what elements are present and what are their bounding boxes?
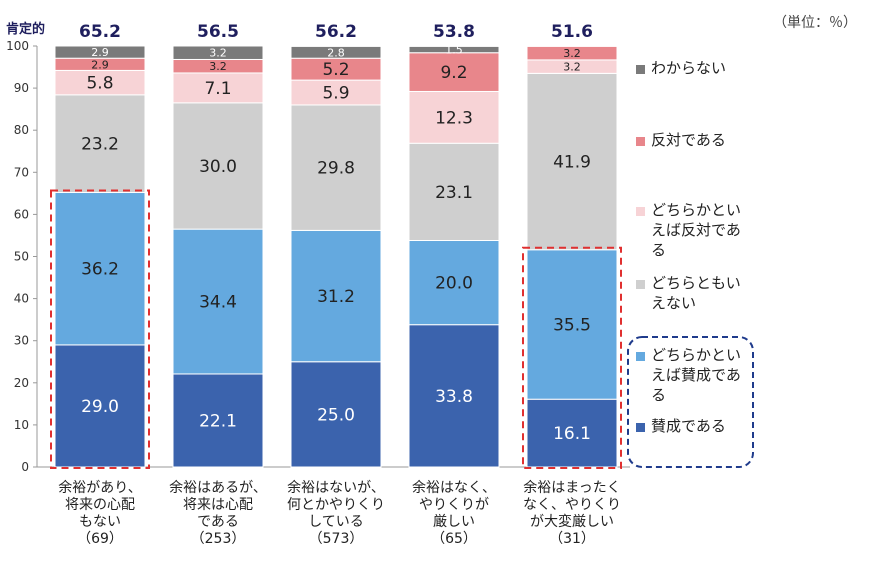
bar-segment: [290, 229, 382, 363]
legend-swatch: [636, 352, 645, 361]
bar-segment: [290, 79, 382, 106]
data-label: 5.9: [322, 84, 349, 104]
y-tick-label: 90: [14, 81, 29, 95]
data-label: 29.8: [317, 159, 355, 179]
data-label: 35.5: [553, 315, 591, 335]
y-tick-label: 80: [14, 123, 29, 137]
data-label: 3.2: [209, 47, 227, 60]
bar-segment: [172, 45, 264, 60]
bar-segment: [408, 45, 500, 54]
legend-label: どちらかとい えば反対である: [651, 201, 742, 259]
bar-segment: [172, 373, 264, 468]
highlight-box: [522, 246, 622, 469]
data-label: 2.9: [91, 46, 109, 59]
legend-item: どちらかとい えば賛成である: [636, 345, 761, 405]
bar-segment: [526, 45, 618, 61]
legend-item: どちらともい えない: [636, 273, 761, 313]
data-label: 33.8: [435, 387, 473, 407]
positive-total: 56.5: [197, 22, 239, 42]
bar-segment: [172, 228, 264, 375]
positive-total: 51.6: [551, 22, 593, 42]
positive-total: 65.2: [79, 22, 121, 42]
category-label: 余裕はないが、 何とかやりくり している （573）: [287, 480, 385, 547]
y-tick-label: 70: [14, 165, 29, 179]
data-label: 25.0: [317, 405, 355, 425]
bar-segment: [54, 344, 146, 468]
y-tick-label: 10: [14, 418, 29, 432]
bar-segment: [526, 249, 618, 400]
legend-swatch: [636, 207, 645, 216]
positive-label: 肯定的: [6, 22, 46, 37]
legend-label: どちらともい えない: [651, 274, 741, 312]
data-label: 41.9: [553, 153, 591, 173]
bar-segment: [408, 52, 500, 92]
data-label: 3.2: [563, 47, 581, 60]
y-tick-label: 100: [6, 39, 29, 53]
bar-segment: [408, 142, 500, 242]
y-tick-label: 30: [14, 334, 29, 348]
legend-highlight-box: [627, 336, 754, 468]
data-label: 5.8: [86, 74, 113, 94]
bar-segment: [290, 361, 382, 468]
data-label: 2.8: [327, 46, 345, 59]
bar-segment: [290, 104, 382, 231]
bar-segment: [408, 90, 500, 144]
data-label: 34.4: [199, 293, 237, 313]
category-label: 余裕はあるが、 将来は心配 である （253）: [169, 480, 267, 547]
legend-swatch: [636, 280, 645, 289]
data-label: 31.2: [317, 287, 355, 307]
data-label: 22.1: [199, 411, 237, 431]
data-label: 12.3: [435, 108, 473, 128]
positive-total: 56.2: [315, 22, 357, 42]
legend-swatch: [636, 137, 645, 146]
bar-segment: [172, 72, 264, 104]
data-label: 7.1: [204, 79, 231, 99]
legend-item: どちらかとい えば反対である: [636, 200, 761, 260]
data-label: 9.2: [440, 63, 467, 83]
y-tick-label: 0: [21, 460, 29, 474]
data-label: 2.9: [91, 58, 109, 71]
legend-swatch: [636, 423, 645, 432]
bar-segment: [408, 324, 500, 468]
data-label: 29.0: [81, 397, 119, 417]
legend-label: どちらかとい えば賛成である: [651, 346, 742, 404]
bar-segment: [54, 69, 146, 96]
y-tick-label: 60: [14, 207, 29, 221]
bar-segment: [290, 45, 382, 59]
y-tick-label: 40: [14, 292, 29, 306]
data-label: 16.1: [553, 424, 591, 444]
y-tick-label: 50: [14, 250, 29, 264]
highlight-box: [50, 189, 150, 469]
data-label: 23.1: [435, 183, 473, 203]
positive-total: 53.8: [433, 22, 475, 42]
data-label: 5.2: [322, 60, 349, 80]
data-label: 30.0: [199, 157, 237, 177]
legend-label: 反対である: [651, 131, 726, 149]
data-label: 3.2: [209, 60, 227, 73]
bar-segment: [526, 398, 618, 468]
legend-label: わからない: [651, 59, 727, 77]
legend-item: 反対である: [636, 130, 761, 150]
data-label: 36.2: [81, 260, 119, 280]
bar-segment: [526, 72, 618, 251]
legend-item: わからない: [636, 58, 761, 78]
unit-label: （単位：％）: [773, 15, 857, 31]
legend-item: 賛成である: [636, 416, 761, 436]
category-label: 余裕があり、 将来の心配 もない （69）: [58, 480, 142, 547]
bar-segment: [54, 192, 146, 346]
legend-swatch: [636, 65, 645, 74]
y-tick-label: 20: [14, 376, 29, 390]
data-label: 20.0: [435, 274, 473, 294]
bar-segment: [54, 45, 146, 59]
data-label: 23.2: [81, 135, 119, 155]
bar-segment: [54, 94, 146, 194]
category-label: 余裕はまったく なく、やりくり が大変厳しい （31）: [523, 480, 621, 547]
data-label: 3.2: [563, 61, 581, 74]
category-label: 余裕はなく、 やりくりが 厳しい （65）: [412, 480, 496, 547]
data-label: 1.5: [445, 44, 463, 57]
bar-segment: [172, 102, 264, 230]
legend-label: 賛成である: [651, 417, 726, 435]
